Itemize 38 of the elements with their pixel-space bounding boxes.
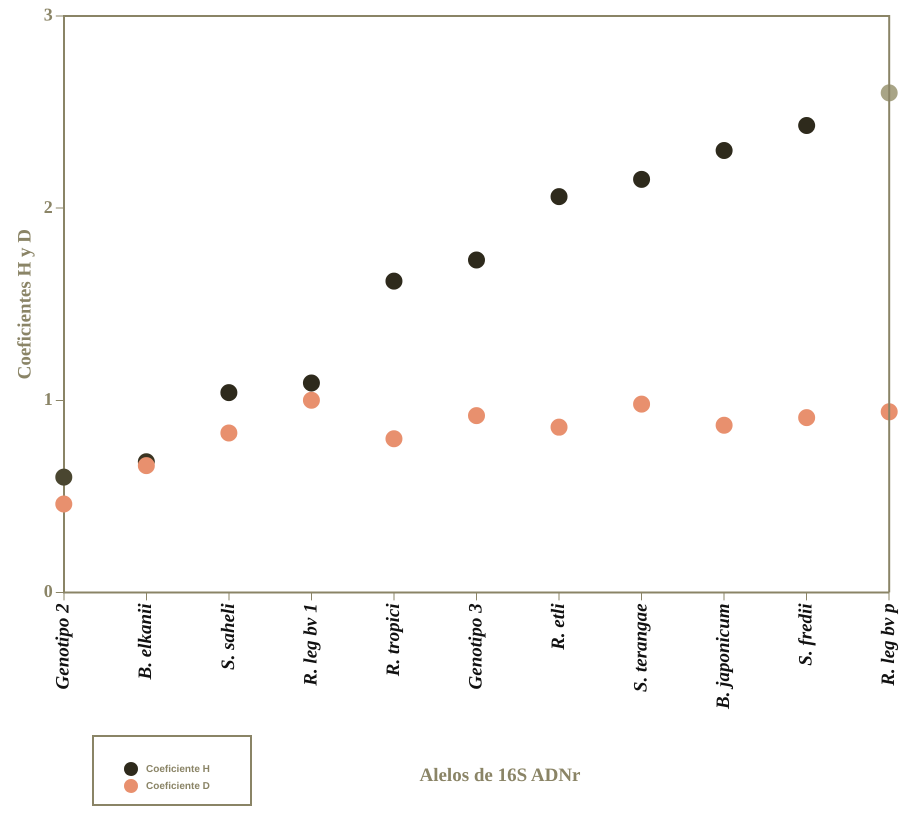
point [220, 384, 238, 402]
y-tick-label: 0 [44, 581, 53, 602]
x-tick-label: S. terangae [630, 602, 652, 692]
point [302, 392, 320, 409]
x-tick-label: B. japonicum [713, 603, 734, 710]
x-tick-label: R. leg bv 1 [300, 603, 322, 687]
point [302, 374, 320, 392]
point [716, 416, 733, 434]
point [468, 407, 485, 424]
y-tick-label: 3 [44, 4, 53, 25]
x-tick-label: Genotipo 3 [465, 603, 486, 690]
point [220, 424, 238, 442]
x-tick-label: R. etli [548, 602, 569, 651]
point [716, 142, 733, 159]
legend-label: Coeficiente H [146, 764, 210, 774]
point [550, 418, 568, 436]
point [468, 252, 485, 269]
x-tick-label: R. leg bv p [878, 603, 900, 687]
x-tick-label: Genotipo 2 [52, 602, 74, 690]
y-axis-title: Coeficientes H y D [14, 229, 36, 380]
point [385, 430, 402, 448]
point [633, 170, 650, 188]
point [798, 409, 816, 426]
x-tick-label: B. elkanii [135, 602, 156, 680]
y-tick-label: 2 [44, 196, 53, 217]
point [138, 457, 155, 474]
x-tick-label: S. saheli [218, 602, 239, 670]
point [385, 272, 402, 290]
x-tick-label: S. fredii [796, 602, 817, 666]
point [633, 396, 650, 413]
x-axis-title: Alelos de 16S ADNr [418, 765, 582, 787]
y-tick-label: 1 [44, 388, 53, 409]
legend-label: Coeficiente D [146, 780, 210, 792]
point [55, 468, 72, 486]
point [798, 117, 816, 134]
point [550, 188, 568, 206]
point [55, 496, 72, 513]
x-tick-label: R. tropici [382, 602, 404, 678]
